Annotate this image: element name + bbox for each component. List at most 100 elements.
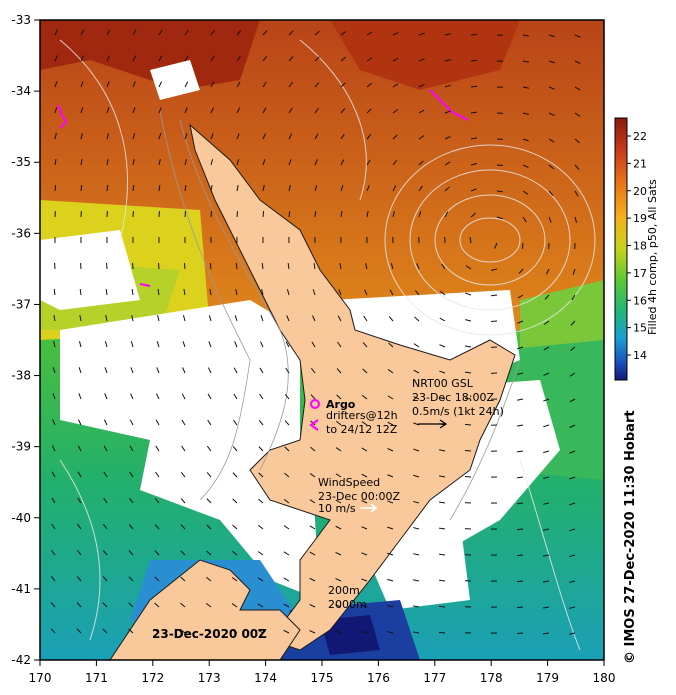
current-vector	[392, 185, 397, 192]
current-vector	[205, 629, 212, 634]
current-vector	[52, 393, 56, 400]
current-vector	[284, 420, 290, 426]
current-vector	[314, 107, 319, 114]
current-vector	[569, 372, 576, 377]
current-vector	[444, 136, 451, 140]
current-vector	[366, 57, 373, 62]
current-vector	[262, 185, 265, 192]
current-vector	[387, 552, 394, 556]
current-vector	[285, 341, 290, 348]
current-vector	[77, 445, 82, 452]
current-vector	[180, 550, 186, 556]
current-vector	[522, 216, 527, 223]
longitude-tick-label: 172	[141, 671, 164, 685]
current-vector	[548, 86, 555, 90]
current-vector	[183, 262, 186, 270]
current-vector	[283, 629, 290, 634]
current-vector	[257, 551, 264, 556]
current-vector	[262, 107, 267, 114]
current-vector	[438, 579, 446, 582]
current-vector	[258, 446, 264, 452]
argo-legend: Argo drifters@12h to 24/12 12Z	[309, 398, 398, 436]
current-vector	[439, 449, 446, 452]
current-vector	[469, 236, 472, 244]
current-vector	[548, 112, 555, 116]
current-vector	[106, 159, 109, 166]
current-vector	[444, 110, 451, 114]
current-vector	[80, 81, 84, 88]
current-vector	[154, 576, 160, 582]
current-vector	[490, 320, 498, 323]
current-vector	[516, 450, 524, 453]
current-vector	[106, 81, 110, 88]
current-vector	[574, 190, 579, 197]
current-vector	[236, 107, 241, 114]
current-vector	[392, 108, 399, 114]
current-vector	[76, 628, 82, 634]
current-vector	[516, 554, 524, 557]
current-vector	[314, 159, 318, 166]
current-vector	[50, 628, 56, 634]
current-vector	[181, 393, 186, 400]
current-vector	[569, 580, 576, 583]
current-vector	[158, 55, 163, 62]
current-vector	[206, 472, 212, 478]
colorbar-tick-label: 18	[633, 240, 647, 253]
current-vector	[387, 448, 394, 452]
current-vector	[418, 185, 423, 192]
colorbar-tick-label: 19	[633, 212, 647, 225]
current-vector	[548, 138, 555, 143]
current-vector	[262, 55, 268, 62]
current-vector	[285, 367, 290, 374]
current-vector	[288, 30, 294, 36]
current-vector	[496, 216, 503, 220]
current-vector	[543, 320, 550, 325]
current-vector	[284, 472, 290, 478]
current-vector	[231, 603, 238, 608]
current-vector	[258, 498, 264, 504]
current-vector	[283, 603, 290, 608]
current-vector	[470, 33, 478, 36]
current-vector	[522, 112, 529, 115]
current-vector	[102, 550, 108, 556]
current-vector	[131, 315, 134, 322]
current-vector	[236, 55, 241, 62]
current-vector	[132, 55, 137, 62]
argo-drifter-tracks	[57, 89, 469, 287]
current-vector	[314, 133, 319, 140]
latitude-axis: -33 -34 -35 -36 -37 -38 -39 -40 -41 -42	[11, 13, 40, 667]
current-vector	[335, 630, 342, 634]
current-vector	[102, 628, 108, 634]
current-vector	[569, 502, 576, 506]
current-vector	[444, 84, 451, 88]
current-vector	[439, 475, 446, 478]
current-vector	[106, 29, 111, 36]
current-vector	[522, 34, 530, 37]
current-vector	[444, 33, 451, 36]
current-legend: NRT00 GSL 23-Dec 18:00Z 0.5m/s (1kt 24h)	[412, 377, 504, 429]
colorbar: 22 21 20 19 18 17 16 15 14 Filled 4h comp, p50, …	[614, 117, 659, 381]
north-island-land	[189, 123, 516, 651]
current-vector	[54, 184, 57, 192]
current-vector	[51, 523, 56, 530]
longitude-axis: 170 171 172 173 174 175 176 177 178 179 180	[29, 660, 615, 685]
current-vector	[257, 629, 264, 634]
current-vector	[53, 315, 56, 322]
current-vector	[496, 190, 504, 193]
current-vector	[129, 471, 134, 478]
current-vector	[494, 242, 498, 249]
current-vector	[210, 107, 214, 114]
current-vector	[470, 111, 478, 114]
current-vector	[542, 632, 550, 635]
colorbar-tick-label: 14	[633, 349, 647, 362]
current-vector	[439, 344, 446, 348]
colorbar-gradient	[614, 117, 628, 381]
current-vector	[548, 216, 552, 223]
current-vector	[51, 471, 56, 478]
south-island-land	[109, 559, 301, 660]
current-vector	[416, 263, 420, 270]
latitude-tick-label: -34	[11, 84, 31, 98]
current-vector	[76, 549, 82, 556]
current-vector	[106, 133, 110, 140]
current-vector	[131, 288, 134, 296]
